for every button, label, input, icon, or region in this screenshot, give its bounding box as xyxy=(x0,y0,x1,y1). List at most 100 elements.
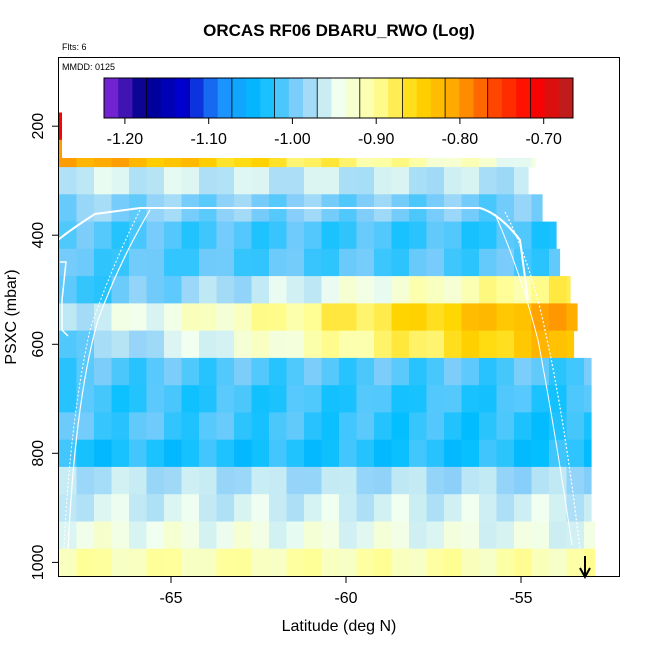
heatmap-cell xyxy=(111,548,130,577)
heatmap-cell xyxy=(409,466,428,495)
colorbar-swatch xyxy=(459,78,474,118)
heatmap-cell xyxy=(146,412,165,441)
heatmap-cell xyxy=(59,439,78,468)
heatmap-cell xyxy=(146,466,165,495)
heatmap-cell xyxy=(181,548,200,577)
heatmap-cell xyxy=(409,412,428,441)
colorbar-tick-label: -0.70 xyxy=(525,131,562,148)
heatmap-cell xyxy=(374,330,393,359)
heatmap-cell xyxy=(129,221,148,250)
heatmap-cell xyxy=(129,494,148,522)
heatmap-cell xyxy=(444,385,463,413)
heatmap-cell xyxy=(164,303,183,332)
heatmap-cell xyxy=(216,357,235,386)
heatmap-cell xyxy=(496,303,515,332)
heatmap-cell xyxy=(181,494,200,522)
heatmap-cell xyxy=(76,412,95,441)
heatmap-cell xyxy=(339,167,358,195)
heatmap-cell xyxy=(94,221,113,250)
heatmap-cell xyxy=(94,248,113,277)
heatmap-cell xyxy=(269,221,288,250)
heatmap-cell xyxy=(146,439,165,468)
colorbar-swatch xyxy=(260,78,275,118)
heatmap-cell xyxy=(251,466,270,495)
heatmap-cell xyxy=(321,548,340,577)
heatmap-cell xyxy=(444,466,463,495)
heatmap-cell xyxy=(321,167,340,195)
heatmap-cell xyxy=(409,248,428,277)
x-tick-label: -60 xyxy=(334,590,357,607)
heatmap-cell xyxy=(549,303,568,332)
heatmap-cell xyxy=(566,439,585,468)
heatmap-cell xyxy=(304,466,323,495)
heatmap-cell xyxy=(251,439,270,468)
heatmap-cell xyxy=(199,439,218,468)
heatmap-cell xyxy=(391,548,410,577)
heatmap-cell xyxy=(339,330,358,359)
heatmap-cell xyxy=(111,194,130,222)
heatmap-cell xyxy=(461,439,480,468)
heatmap-cell xyxy=(59,221,78,250)
heatmap-cell xyxy=(59,194,78,222)
colorbar-swatch xyxy=(558,78,574,118)
heatmap-cell xyxy=(181,167,200,195)
heatmap-cell xyxy=(409,494,428,522)
heatmap-cell xyxy=(181,412,200,441)
heatmap-cell xyxy=(234,494,253,522)
heatmap-cell xyxy=(286,303,305,332)
heatmap-cell xyxy=(199,412,218,441)
heatmap-cell xyxy=(304,167,323,195)
heatmap-cell xyxy=(181,276,200,304)
heatmap-cell xyxy=(584,494,592,522)
heatmap-cell xyxy=(181,330,200,359)
heatmap-cell xyxy=(146,276,165,304)
heatmap-cell xyxy=(234,248,253,277)
heatmap-cell xyxy=(356,548,375,577)
heatmap-cell xyxy=(339,548,358,577)
heatmap-cell xyxy=(461,494,480,522)
heatmap-cell xyxy=(374,548,393,577)
heatmap-cell xyxy=(181,248,200,277)
heatmap-cell xyxy=(356,385,375,413)
heatmap-cell xyxy=(76,439,95,468)
heatmap-cell xyxy=(339,439,358,468)
heatmap-cell xyxy=(496,194,515,222)
colorbar-swatch xyxy=(402,78,418,118)
heatmap-cell xyxy=(59,357,78,386)
heatmap-cell xyxy=(584,439,592,468)
down-arrow-icon xyxy=(579,556,591,580)
heatmap-cell xyxy=(164,357,183,386)
heatmap-cell xyxy=(94,330,113,359)
heatmap-cell xyxy=(321,412,340,441)
heatmap-cell xyxy=(269,276,288,304)
heatmap-cell xyxy=(269,412,288,441)
colorbar-swatch xyxy=(118,78,133,118)
heatmap-cell xyxy=(356,357,375,386)
heatmap-cell xyxy=(111,466,130,495)
heatmap-cell xyxy=(146,303,165,332)
heatmap-cell xyxy=(269,385,288,413)
heatmap-cell xyxy=(531,303,550,332)
heatmap-cell xyxy=(566,276,571,304)
heatmap-cell xyxy=(216,439,235,468)
heatmap-cell xyxy=(199,357,218,386)
colorbar-swatch xyxy=(445,78,460,118)
heatmap-cell xyxy=(199,494,218,522)
heatmap-cell xyxy=(531,494,550,522)
heatmap-cell xyxy=(199,385,218,413)
heatmap-cell xyxy=(479,466,498,495)
colorbar-tick-label: -0.80 xyxy=(442,131,479,148)
heatmap-cell xyxy=(356,439,375,468)
heatmap-cell xyxy=(426,494,445,522)
plot-frame xyxy=(58,57,620,577)
heatmap-cell xyxy=(356,248,375,277)
heatmap-cell xyxy=(234,521,253,550)
heatmap-cell xyxy=(409,276,428,304)
heatmap-cell xyxy=(444,303,463,332)
heatmap-cell xyxy=(496,385,515,413)
heatmap-cell xyxy=(461,221,480,250)
heatmap-cell xyxy=(391,303,410,332)
heatmap-cell xyxy=(269,521,288,550)
heatmap-cell xyxy=(129,548,148,577)
heatmap-cell xyxy=(76,385,95,413)
